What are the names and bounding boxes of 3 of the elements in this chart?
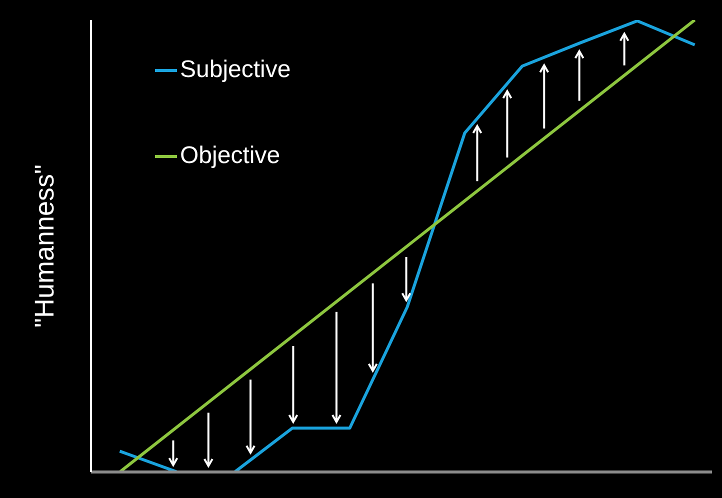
legend-label: Subjective xyxy=(180,56,291,84)
legend-label: Objective xyxy=(180,142,280,170)
y-axis-title: "Humanness" xyxy=(30,164,60,328)
